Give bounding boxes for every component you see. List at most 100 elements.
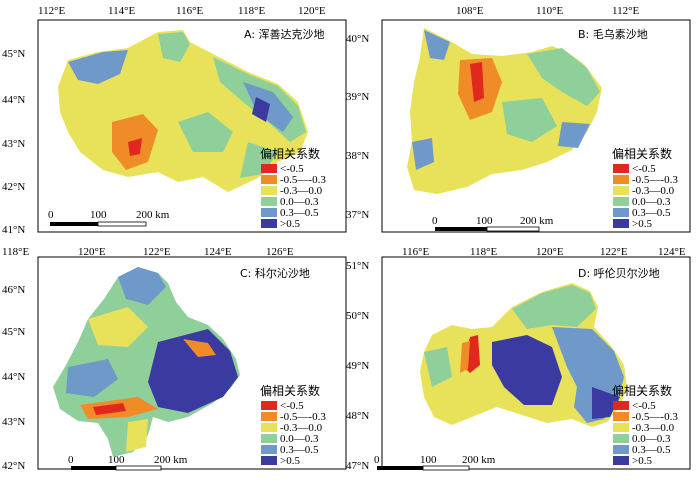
scale-label: 200 km — [154, 454, 188, 466]
legend-swatch — [613, 412, 629, 421]
legend-label: 0.3—0.5 — [632, 444, 671, 456]
top-tick-label: 116°E — [176, 5, 203, 17]
legend-swatch — [261, 434, 277, 443]
legend-a: 偏相关系数 <-0.5 -0.5—-0.3 -0.3—0.0 0.0—0.3 0… — [260, 146, 326, 230]
panel-title: C: 科尔沁沙地 — [240, 266, 310, 280]
legend-label: 0.0—0.3 — [632, 433, 671, 445]
scale-label: 200 km — [136, 209, 170, 221]
panel-title: B: 毛乌素沙地 — [578, 27, 648, 41]
top-tick-label: 116°E — [402, 246, 429, 258]
left-tick-label: 51°N — [346, 260, 369, 272]
legend-label: -0.3—0.0 — [280, 422, 323, 434]
top-tick-label: 108°E — [456, 5, 484, 17]
top-tick-label: 112°E — [612, 5, 639, 17]
legend-swatch — [613, 434, 629, 443]
left-tick-label: 44°N — [2, 371, 25, 383]
map-frame-b: 108°E 110°E 112°E 40°N 39°N 38°N 37°N B:… — [346, 5, 691, 233]
scale-bar-d: 0 100 200 km — [374, 454, 496, 471]
map-frame-d: 116°E 118°E 120°E 122°E 124°E 51°N 50°N … — [346, 246, 691, 472]
legend-b: 偏相关系数 <-0.5 -0.5—-0.3 -0.3—0.0 0.0—0.3 0… — [612, 146, 678, 230]
scale-bar-b: 0 100 200 km — [432, 215, 554, 232]
legend-title: 偏相关系数 — [260, 146, 320, 161]
scale-label: 100 — [476, 215, 493, 227]
legend-label: 0.0—0.3 — [280, 433, 319, 445]
top-tick-label: 120°E — [536, 246, 564, 258]
legend-swatch — [613, 175, 629, 184]
left-tick-label: 45°N — [2, 326, 25, 338]
scale-bar-a: 0 100 200 km — [48, 209, 170, 227]
legend-swatch — [261, 412, 277, 421]
top-tick-label: 118°E — [470, 246, 497, 258]
left-tick-label: 42°N — [2, 181, 25, 193]
scale-label: 200 km — [462, 454, 496, 466]
map-frame-c: 118°E 120°E 122°E 124°E 126°E 46°N 45°N … — [2, 246, 347, 472]
legend-label: 0.3—0.5 — [632, 207, 671, 219]
legend-label: 0.0—0.3 — [632, 196, 671, 208]
left-tick-label: 49°N — [346, 360, 369, 372]
panel-d: 116°E 118°E 120°E 122°E 124°E 51°N 50°N … — [346, 246, 692, 477]
top-tick-label: 120°E — [298, 5, 326, 17]
legend-label: 0.3—0.5 — [280, 207, 319, 219]
legend-swatch — [613, 197, 629, 206]
legend-label: <-0.5 — [280, 163, 304, 175]
top-tick-label: 122°E — [143, 246, 171, 258]
left-tick-label: 37°N — [346, 209, 369, 221]
left-tick-label: 45°N — [2, 48, 25, 60]
legend-swatch — [261, 219, 277, 228]
legend-swatch — [613, 219, 629, 228]
scale-label: 0 — [374, 454, 380, 466]
region-shape-b — [407, 28, 602, 194]
legend-swatch — [613, 401, 629, 410]
top-tick-label: 114°E — [108, 5, 135, 17]
legend-label: >0.5 — [632, 218, 652, 230]
scale-label: 0 — [432, 215, 438, 227]
legend-label: >0.5 — [280, 218, 300, 230]
left-tick-label: 46°N — [2, 284, 25, 296]
scale-label: 100 — [90, 209, 107, 221]
top-tick-label: 126°E — [266, 246, 294, 258]
top-tick-label: 124°E — [658, 246, 686, 258]
region-shape-d — [420, 283, 627, 427]
scale-label: 100 — [108, 454, 125, 466]
left-tick-label: 42°N — [2, 460, 25, 472]
panel-c: 118°E 120°E 122°E 124°E 126°E 46°N 45°N … — [2, 246, 348, 477]
left-tick-label: 44°N — [2, 94, 25, 106]
top-tick-label: 120°E — [78, 246, 106, 258]
legend-label: -0.3—0.0 — [280, 185, 323, 197]
top-tick-label: 122°E — [600, 246, 628, 258]
legend-d: 偏相关系数 <-0.5 -0.5—-0.3 -0.3—0.0 0.0—0.3 0… — [612, 383, 678, 467]
map-frame-a: 112°E 114°E 116°E 118°E 120°E 45°N 44°N … — [2, 5, 347, 236]
panel-title: A: 浑善达克沙地 — [244, 27, 325, 41]
legend-swatch — [613, 445, 629, 454]
left-tick-label: 47°N — [346, 460, 369, 472]
legend-swatch — [261, 456, 277, 465]
left-tick-label: 39°N — [346, 91, 369, 103]
scale-label: 100 — [420, 454, 437, 466]
legend-label: >0.5 — [632, 455, 652, 467]
legend-swatch — [613, 208, 629, 217]
left-tick-label: 43°N — [2, 416, 25, 428]
legend-title: 偏相关系数 — [260, 383, 320, 398]
top-tick-label: 118°E — [238, 5, 265, 17]
legend-label: -0.3—0.0 — [632, 422, 675, 434]
top-tick-label: 124°E — [204, 246, 232, 258]
legend-swatch — [613, 186, 629, 195]
legend-label: -0.5—-0.3 — [280, 174, 326, 186]
legend-swatch — [613, 423, 629, 432]
scale-label: 0 — [68, 454, 74, 466]
scale-label: 0 — [48, 209, 54, 221]
legend-label: -0.5—-0.3 — [632, 411, 678, 423]
legend-label: -0.5—-0.3 — [280, 411, 326, 423]
legend-label: <-0.5 — [632, 163, 656, 175]
panel-title: D: 呼伦贝尔沙地 — [578, 266, 660, 280]
top-tick-label: 110°E — [536, 5, 563, 17]
legend-label: >0.5 — [280, 455, 300, 467]
top-tick-label: 112°E — [38, 5, 65, 17]
legend-swatch — [613, 164, 629, 173]
legend-label: <-0.5 — [632, 400, 656, 412]
left-tick-label: 43°N — [2, 138, 25, 150]
left-tick-label: 40°N — [346, 33, 369, 45]
legend-swatch — [613, 456, 629, 465]
legend-label: -0.3—0.0 — [632, 185, 675, 197]
scale-label: 200 km — [520, 215, 554, 227]
